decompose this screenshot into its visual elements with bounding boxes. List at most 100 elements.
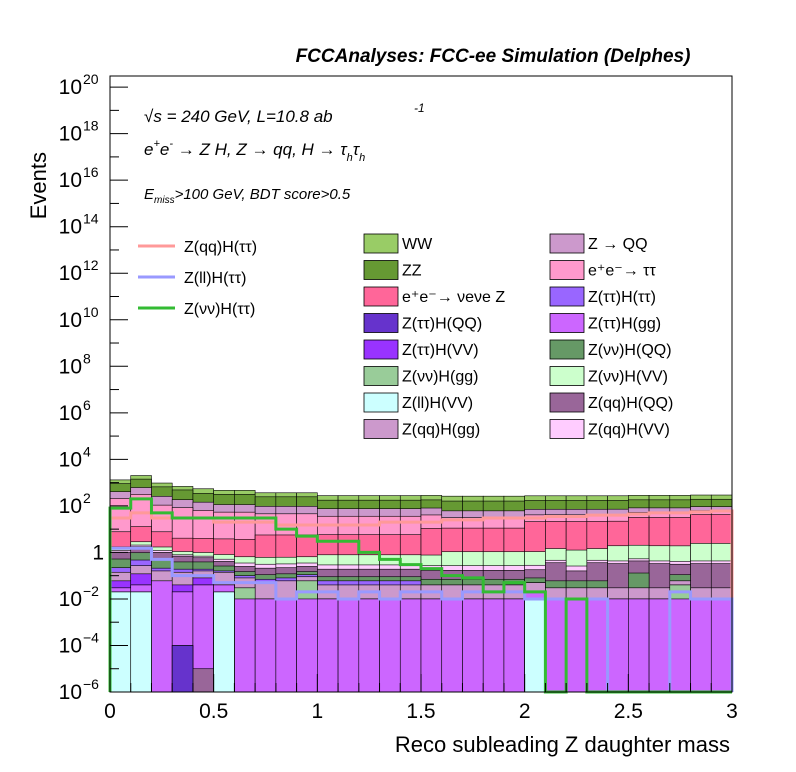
stack-bar [213, 591, 235, 693]
legend-box-label: Z(ττ)H(gg) [588, 316, 661, 333]
y-tick-exponent: 14 [83, 211, 99, 227]
stack-bar [399, 598, 422, 693]
energy-text: = 240 GeV, L=10.8 ab [162, 107, 333, 126]
x-axis-label: Reco subleading Z daughter mass [395, 732, 730, 757]
stack-bar [545, 598, 567, 693]
y-tick-label: 10 [59, 355, 82, 378]
stack-bar [234, 598, 256, 693]
stack-bar [462, 598, 484, 693]
legend-box-swatch [363, 260, 399, 280]
stack-bar [607, 598, 629, 693]
y-tick-label: 10 [59, 402, 82, 425]
legend-box-swatch [363, 286, 399, 307]
y-tick-label: 1 [92, 541, 104, 564]
stack-bar [690, 598, 712, 693]
stack-bar [130, 591, 152, 693]
legend-line-label: Z(ll)H(ττ) [184, 270, 246, 287]
legend-box-label: ZZ [402, 263, 422, 280]
y-tick-exponent: 16 [83, 164, 99, 180]
x-tick-label: 0.5 [199, 700, 228, 723]
stack-bar [109, 591, 132, 693]
legend-box-swatch [549, 419, 585, 439]
stack-bar [254, 598, 277, 693]
y-tick-label: 10 [59, 123, 82, 146]
legend-box-swatch [363, 233, 399, 254]
legend-box-label: e⁺e⁻→ ττ [588, 263, 656, 280]
x-tick-label: 1.5 [406, 700, 435, 723]
stack-bar [192, 668, 214, 693]
legend-boxes: WW Z → QQ ZZ e⁺e⁻→ ττ e⁺e⁻→ νeνe Z Z(ττ)H(ττ)… [363, 233, 673, 439]
y-tick-exponent: 8 [83, 350, 91, 366]
legend-box-swatch [549, 392, 585, 413]
stack-bar [296, 598, 318, 693]
stack-bar [648, 598, 671, 693]
x-tick-label: 0 [104, 700, 116, 723]
legend-box-label: Z(ττ)H(ττ) [588, 289, 656, 306]
legend-box-label: WW [402, 236, 433, 253]
svg-text:√s = 240 GeV, L=10.8 ab: √s = 240 GeV, L=10.8 ab [144, 107, 333, 126]
y-tick-label: 10 [59, 76, 82, 99]
legend-box-label: e⁺e⁻→ νeνe Z [402, 289, 505, 306]
legend-line-label: Z(νν)H(ττ) [184, 301, 255, 318]
stack-bar [565, 598, 588, 693]
x-tick-label: 1 [311, 700, 323, 723]
legend-box-label: Z(νν)H(QQ) [588, 342, 672, 359]
stack-bar [171, 645, 194, 693]
svg-text:e+e- → Z H, Z → qq, H → τhτh: e+e- → Z H, Z → qq, H → τhτh [144, 138, 365, 164]
stack-bar [317, 598, 339, 693]
x-tick-label: 3 [726, 700, 738, 723]
svg-text:Emiss>100 GeV, BDT score>0.5: Emiss>100 GeV, BDT score>0.5 [144, 186, 351, 206]
y-tick-label: 10 [59, 448, 82, 471]
stack-bar [482, 598, 505, 693]
line-z-h- [108, 497, 732, 694]
y-tick-label: 10 [59, 495, 82, 518]
legend-line-label: Z(qq)H(ττ) [184, 239, 257, 256]
y-tick-exponent: 10 [83, 304, 99, 320]
legend-box-swatch [549, 339, 585, 360]
stacked-histograms [109, 475, 733, 693]
stack-bar [358, 598, 380, 693]
y-tick-exponent: −2 [83, 583, 99, 599]
cut-annotation: Emiss>100 GeV, BDT score>0.5 [144, 186, 351, 206]
legend-box-label: Z(ττ)H(QQ) [402, 316, 482, 333]
sqrt-s: √s [144, 107, 162, 126]
legend-lines: Z(qq)H(ττ) Z(ll)H(ττ) Z(νν)H(ττ) [138, 239, 257, 318]
legend-box-swatch [363, 392, 399, 413]
stack-bar [441, 598, 463, 693]
x-tick-label: 2.5 [614, 700, 643, 723]
y-tick-exponent: 18 [83, 118, 99, 134]
legend-box-swatch [549, 313, 585, 333]
legend-box-swatch [363, 313, 399, 333]
y-tick-exponent: −6 [83, 676, 99, 692]
legend-box-label: Z(qq)H(QQ) [588, 395, 673, 412]
legend-box-swatch [363, 366, 399, 386]
stack-bar [275, 598, 297, 693]
stack-bar [337, 598, 360, 693]
legend-box-swatch [549, 286, 585, 307]
y-tick-exponent: 4 [83, 443, 91, 459]
y-tick-label: 10 [59, 169, 82, 192]
legend-box-label: Z(ll)H(VV) [402, 395, 473, 412]
legend-box-swatch [363, 419, 399, 439]
y-tick-label: 10 [59, 681, 82, 704]
stack-bar [586, 598, 608, 693]
y-tick-label: 10 [59, 588, 82, 611]
legend-box-swatch [363, 339, 399, 360]
y-tick-exponent: 2 [83, 490, 91, 506]
stack-bar [710, 598, 733, 693]
legend-box-label: Z(ττ)H(VV) [402, 342, 479, 359]
y-tick-exponent: −4 [83, 629, 99, 645]
x-tick-label: 2 [519, 700, 531, 723]
chart-title: FCCAnalyses: FCC-ee Simulation (Delphes) [296, 46, 691, 67]
legend-box-label: Z(νν)H(VV) [588, 369, 668, 386]
stack-bar [420, 598, 443, 693]
y-tick-label: 10 [59, 309, 82, 332]
legend-box-swatch [549, 260, 585, 280]
stack-bar [628, 598, 650, 693]
y-tick-label: 10 [59, 634, 82, 657]
stack-bar [669, 598, 691, 693]
y-axis-label: Events [26, 152, 51, 219]
y-tick-label: 10 [59, 216, 82, 239]
